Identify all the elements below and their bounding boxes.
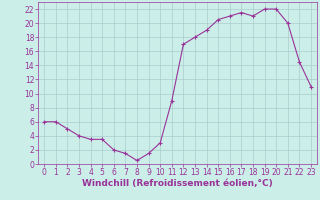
X-axis label: Windchill (Refroidissement éolien,°C): Windchill (Refroidissement éolien,°C) xyxy=(82,179,273,188)
